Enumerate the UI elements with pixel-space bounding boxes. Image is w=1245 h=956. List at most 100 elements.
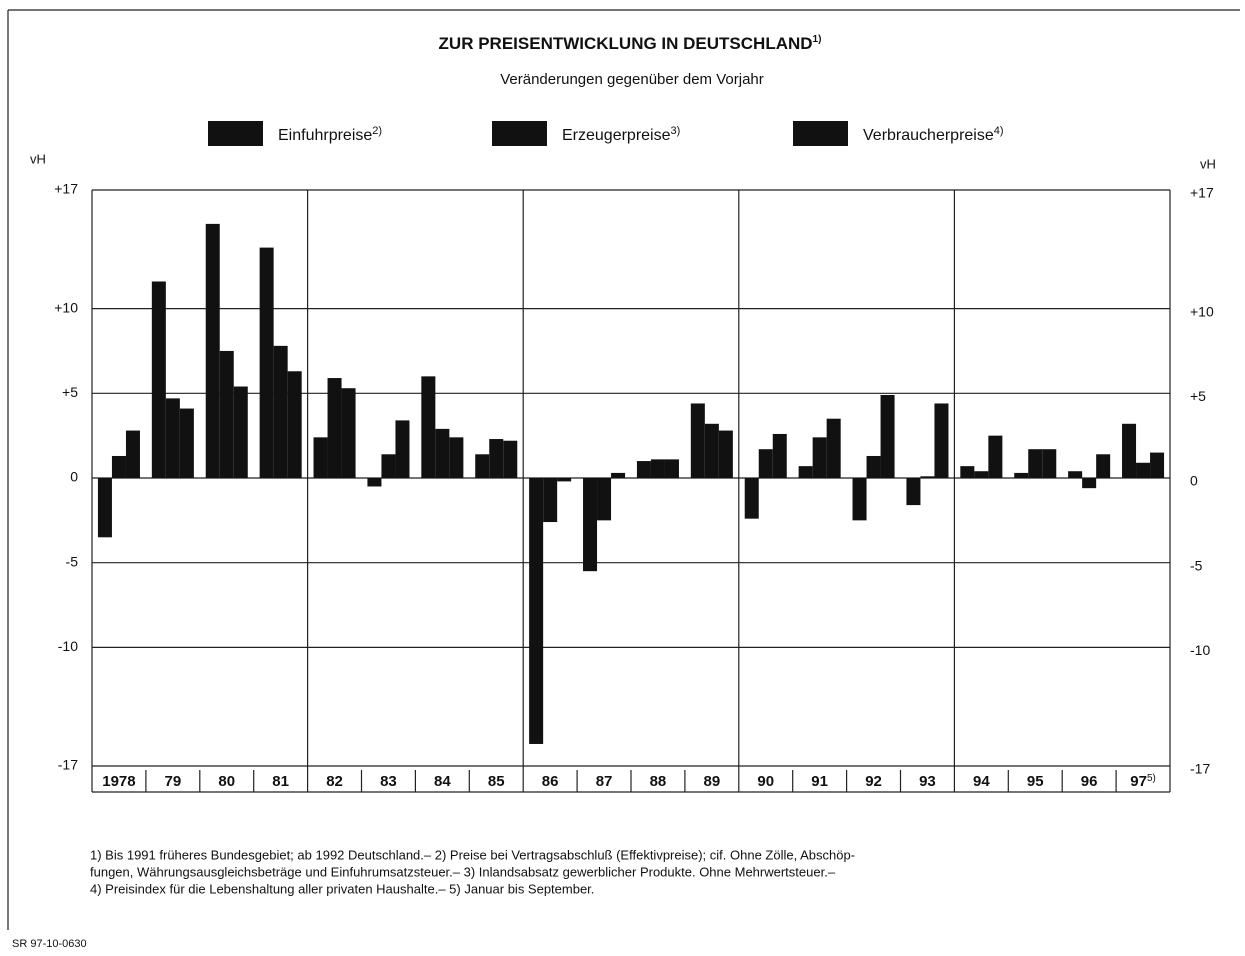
bar xyxy=(111,455,126,478)
x-tick-label: 1978 xyxy=(102,773,135,790)
bar xyxy=(489,439,504,478)
bar xyxy=(97,478,112,538)
bar xyxy=(906,478,921,506)
x-tick-label: 93 xyxy=(919,773,936,790)
category-text: 87 xyxy=(596,773,613,790)
legend-label: Verbraucherpreise4) xyxy=(863,125,1004,144)
legend-name: Verbraucherpreise xyxy=(863,127,994,144)
category-text: 89 xyxy=(704,773,721,790)
x-tick-label: 86 xyxy=(542,773,559,790)
bar xyxy=(772,433,787,478)
bar xyxy=(259,247,274,478)
x-tick-label: 79 xyxy=(165,773,182,790)
y2-tick-label: 0 xyxy=(1190,473,1198,489)
x-tick-label: 94 xyxy=(973,773,990,790)
x-tick-label: 82 xyxy=(326,773,343,790)
bar xyxy=(664,459,679,478)
bar xyxy=(557,478,572,482)
category-text: 79 xyxy=(165,773,182,790)
bar xyxy=(1082,478,1097,489)
y-tick-label: -17 xyxy=(58,757,78,773)
category-text: 93 xyxy=(919,773,936,790)
bar xyxy=(205,223,220,478)
category-text: 1978 xyxy=(102,773,135,790)
bar xyxy=(435,428,450,478)
category-text: 90 xyxy=(757,773,774,790)
x-tick-label: 87 xyxy=(596,773,613,790)
y2-axis-label: vH xyxy=(1200,156,1216,171)
category-note: 5) xyxy=(1147,773,1156,784)
x-tick-label: 92 xyxy=(865,773,882,790)
y2-tick-label: +5 xyxy=(1190,388,1206,404)
category-text: 80 xyxy=(218,773,235,790)
bar xyxy=(704,423,719,478)
bar xyxy=(812,437,827,478)
legend-note: 3) xyxy=(671,125,681,137)
bar xyxy=(852,478,867,521)
x-tick-label: 80 xyxy=(218,773,235,790)
bar xyxy=(1028,449,1043,478)
bar xyxy=(1122,423,1137,478)
category-text: 81 xyxy=(272,773,289,790)
bar xyxy=(529,478,544,744)
bar xyxy=(367,478,382,487)
bar xyxy=(503,440,518,478)
bar xyxy=(583,478,598,572)
bar xyxy=(165,398,180,478)
bar xyxy=(543,478,558,523)
legend-note: 2) xyxy=(372,125,382,137)
bar xyxy=(636,461,651,478)
footnote: 4) Preisindex für die Lebenshaltung alle… xyxy=(90,881,594,896)
bar xyxy=(974,471,989,478)
bar xyxy=(1136,462,1151,478)
legend-label: Einfuhrpreise2) xyxy=(278,125,382,144)
bar xyxy=(650,459,665,478)
y-tick-label: 0 xyxy=(70,469,78,485)
y-tick-label: +17 xyxy=(54,181,78,197)
y2-tick-label: +17 xyxy=(1190,185,1214,201)
source: SR 97-10-0630 xyxy=(12,938,87,950)
bar xyxy=(273,345,288,478)
bar xyxy=(826,418,841,478)
legend-note: 4) xyxy=(994,125,1004,137)
category-text: 92 xyxy=(865,773,882,790)
bar xyxy=(151,281,166,478)
bar xyxy=(313,437,328,478)
bar xyxy=(1096,454,1111,478)
footnote: 1) Bis 1991 früheres Bundesgebiet; ab 19… xyxy=(90,847,855,862)
bar xyxy=(798,466,813,478)
bar xyxy=(1014,472,1029,478)
legend-swatch xyxy=(208,121,263,146)
x-tick-label: 96 xyxy=(1081,773,1098,790)
bar xyxy=(758,449,773,478)
y2-tick-label: +10 xyxy=(1190,303,1214,319)
x-tick-label: 83 xyxy=(380,773,397,790)
bar xyxy=(1068,471,1083,478)
x-tick-label: 90 xyxy=(757,773,774,790)
bar xyxy=(1150,452,1165,478)
category-text: 97 xyxy=(1130,773,1147,790)
y2-tick-label: -17 xyxy=(1190,761,1210,777)
x-tick-label: 88 xyxy=(650,773,667,790)
legend-name: Erzeugerpreise xyxy=(562,127,671,144)
bar xyxy=(866,455,881,478)
bar xyxy=(179,408,194,478)
x-tick-label: 975) xyxy=(1130,773,1156,790)
category-text: 96 xyxy=(1081,773,1098,790)
bar xyxy=(381,454,396,478)
category-text: 88 xyxy=(650,773,667,790)
x-tick-label: 81 xyxy=(272,773,289,790)
bar xyxy=(421,376,436,478)
bar xyxy=(395,420,410,478)
bar xyxy=(611,472,626,478)
y2-tick-label: -5 xyxy=(1190,557,1203,573)
category-text: 84 xyxy=(434,773,451,790)
bar xyxy=(597,478,612,521)
bar xyxy=(219,350,234,478)
legend-label: Erzeugerpreise3) xyxy=(562,125,680,144)
category-text: 86 xyxy=(542,773,559,790)
x-tick-label: 95 xyxy=(1027,773,1044,790)
y-tick-label: +5 xyxy=(62,384,78,400)
y-tick-label: +10 xyxy=(54,299,78,315)
